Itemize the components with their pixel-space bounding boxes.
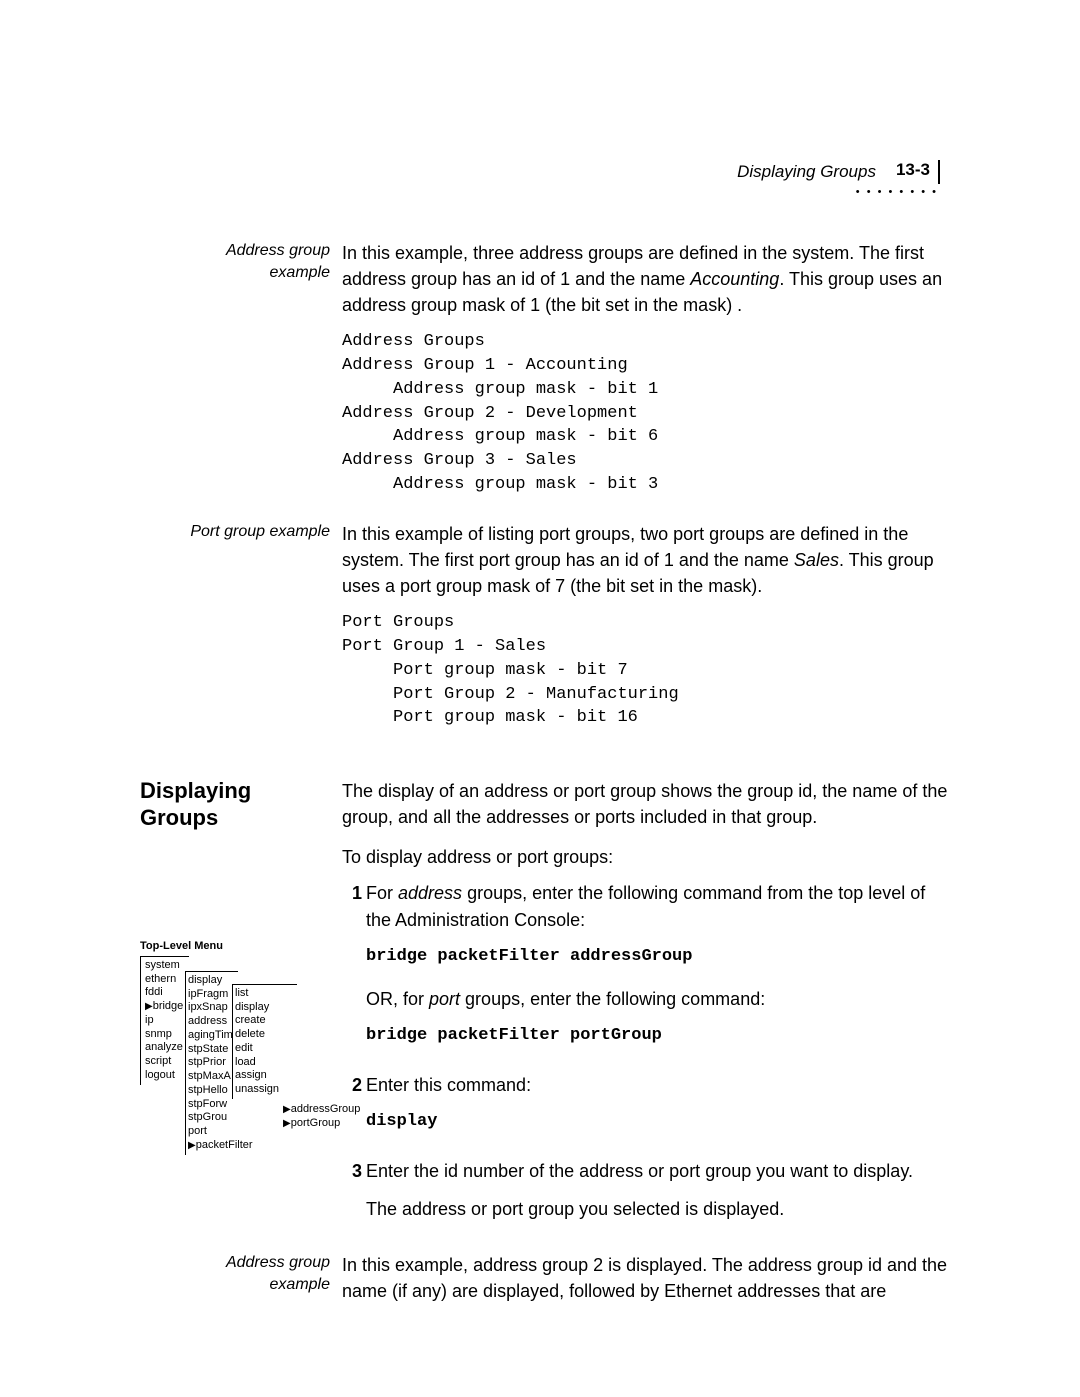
paragraph: To display address or port groups:: [342, 844, 950, 870]
menu-item: fddi: [145, 986, 189, 1000]
text: The address or port group you selected i…: [366, 1196, 950, 1222]
menu-item: agingTim: [188, 1029, 238, 1043]
menu-item-selected: ▶addressGroup: [283, 1103, 363, 1117]
menu-item: system: [145, 959, 189, 973]
text: OR, for: [366, 989, 429, 1009]
menu-item: unassign: [235, 1083, 297, 1097]
menu-item: stpHello: [188, 1084, 238, 1098]
menu-item: script: [145, 1055, 189, 1069]
menu-item: ipFragm: [188, 988, 238, 1002]
step-number: 3: [342, 1158, 366, 1184]
menu-item: assign: [235, 1069, 297, 1083]
menu-item: analyze: [145, 1041, 189, 1055]
menu-item: delete: [235, 1028, 297, 1042]
command: bridge packetFilter addressGroup: [366, 945, 950, 969]
header-title: Displaying Groups: [737, 162, 876, 182]
menu-col3: list display create delete edit load ass…: [232, 984, 297, 1099]
step-body: Enter the id number of the address or po…: [366, 1158, 950, 1222]
header-page-number: 13-3: [896, 160, 940, 184]
menu-item: ip: [145, 1014, 189, 1028]
menu-item: stpState: [188, 1043, 238, 1057]
menu-item: snmp: [145, 1028, 189, 1042]
text: For: [366, 883, 398, 903]
menu-item: ethern: [145, 973, 189, 987]
menu-title: Top-Level Menu: [140, 940, 223, 954]
text: Enter the id number of the address or po…: [366, 1158, 950, 1184]
menu-col4: ▶addressGroup ▶portGroup: [281, 1101, 363, 1133]
menu-item-selected: ▶packetFilter: [188, 1139, 238, 1153]
menu-col2: display ipFragm ipxSnap address agingTim…: [185, 971, 238, 1155]
menu-item: logout: [145, 1069, 189, 1083]
section-body: The display of an address or port group …: [342, 778, 950, 1228]
header-dots: • • • • • • • •: [737, 186, 940, 198]
step-number: 2: [342, 1072, 366, 1098]
text-italic: address: [398, 883, 462, 903]
menu-item: list: [235, 987, 297, 1001]
text: groups, enter the following command:: [460, 989, 765, 1009]
command: bridge packetFilter portGroup: [366, 1024, 950, 1048]
menu-item: load: [235, 1056, 297, 1070]
paragraph: In this example, address group 2 is disp…: [342, 1252, 950, 1304]
menu-diagram: Top-Level Menu system ethern fddi ▶bridg…: [140, 940, 223, 1085]
step-body: Enter this command: display: [366, 1072, 950, 1152]
text-italic: Sales: [794, 550, 839, 570]
paragraph: In this example of listing port groups, …: [342, 521, 950, 748]
margin-label: Address group example: [140, 1252, 342, 1295]
menu-col1: system ethern fddi ▶bridge ip snmp analy…: [140, 956, 189, 1085]
section-heading: Displaying Groups: [140, 778, 342, 831]
text-italic: Accounting: [690, 269, 779, 289]
menu-item: display: [235, 1001, 297, 1015]
step-number: 1: [342, 880, 366, 906]
paragraph: The display of an address or port group …: [342, 778, 950, 830]
code-block: Port Groups Port Group 1 - Sales Port gr…: [342, 611, 950, 730]
text-italic: port: [429, 989, 460, 1009]
command: display: [366, 1110, 950, 1134]
menu-item: stpPrior: [188, 1056, 238, 1070]
paragraph: In this example, three address groups ar…: [342, 240, 950, 515]
menu-item: ipxSnap: [188, 1001, 238, 1015]
menu-item-selected: ▶bridge: [145, 1000, 189, 1014]
menu-item: address: [188, 1015, 238, 1029]
menu-item-selected: ▶portGroup: [283, 1117, 363, 1131]
menu-item: stpForw: [188, 1098, 238, 1112]
menu-item: edit: [235, 1042, 297, 1056]
menu-item: display: [188, 974, 238, 988]
code-block: Address Groups Address Group 1 - Account…: [342, 330, 950, 497]
margin-label: Port group example: [140, 521, 342, 543]
step-body: For address groups, enter the following …: [366, 880, 950, 1066]
text: Enter this command:: [366, 1075, 531, 1095]
menu-item: create: [235, 1014, 297, 1028]
menu-item: port: [188, 1125, 238, 1139]
page-header: Displaying Groups 13-3 • • • • • • • •: [737, 160, 940, 198]
menu-item: stpMaxA: [188, 1070, 238, 1084]
menu-item: stpGrou: [188, 1111, 238, 1125]
margin-label: Address group example: [140, 240, 342, 283]
